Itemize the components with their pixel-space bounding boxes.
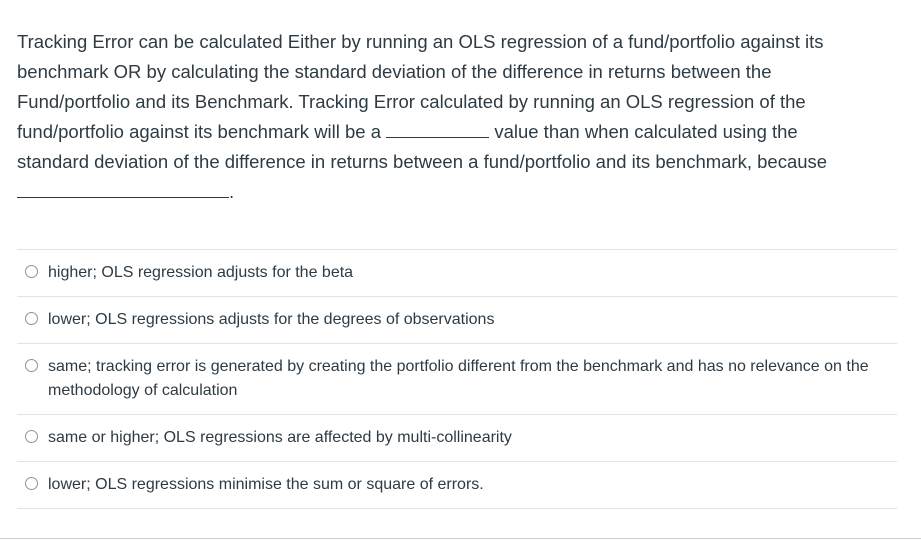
answer-option[interactable]: same; tracking error is generated by cre… [17,344,897,415]
radio-button[interactable] [25,312,38,325]
question-line-part: value than when calculated using the [494,121,798,142]
question-line: Tracking Error can be calculated Either … [17,31,824,52]
radio-button[interactable] [25,265,38,278]
question-line-period: . [229,181,235,202]
bottom-divider [0,538,921,539]
answer-label[interactable]: lower; OLS regressions adjusts for the d… [48,311,495,328]
question-line: benchmark OR by calculating the standard… [17,61,772,82]
radio-button[interactable] [25,359,38,372]
question-line: Fund/portfolio and its Benchmark. Tracki… [17,91,806,112]
answer-label[interactable]: same; tracking error is generated by cre… [48,358,869,399]
answer-list: higher; OLS regression adjusts for the b… [17,249,897,509]
answer-option[interactable]: lower; OLS regressions minimise the sum … [17,462,897,509]
radio-button[interactable] [25,477,38,490]
question-line-with-blank: . [17,177,912,207]
radio-button[interactable] [25,430,38,443]
answer-label[interactable]: higher; OLS regression adjusts for the b… [48,264,354,281]
answer-label[interactable]: same or higher; OLS regressions are affe… [48,429,512,446]
question-line: standard deviation of the difference in … [17,151,828,172]
fill-in-blank-2 [17,185,229,198]
question-line-part: fund/portfolio against its benchmark wil… [17,121,382,142]
answer-option[interactable]: lower; OLS regressions adjusts for the d… [17,297,897,344]
answer-option[interactable]: higher; OLS regression adjusts for the b… [17,250,897,297]
question-text: Tracking Error can be calculated Either … [17,27,912,207]
answer-label[interactable]: lower; OLS regressions minimise the sum … [48,476,484,493]
answer-option[interactable]: same or higher; OLS regressions are affe… [17,415,897,462]
question-line-with-blank: fund/portfolio against its benchmark wil… [17,117,912,147]
fill-in-blank-1 [386,119,490,138]
